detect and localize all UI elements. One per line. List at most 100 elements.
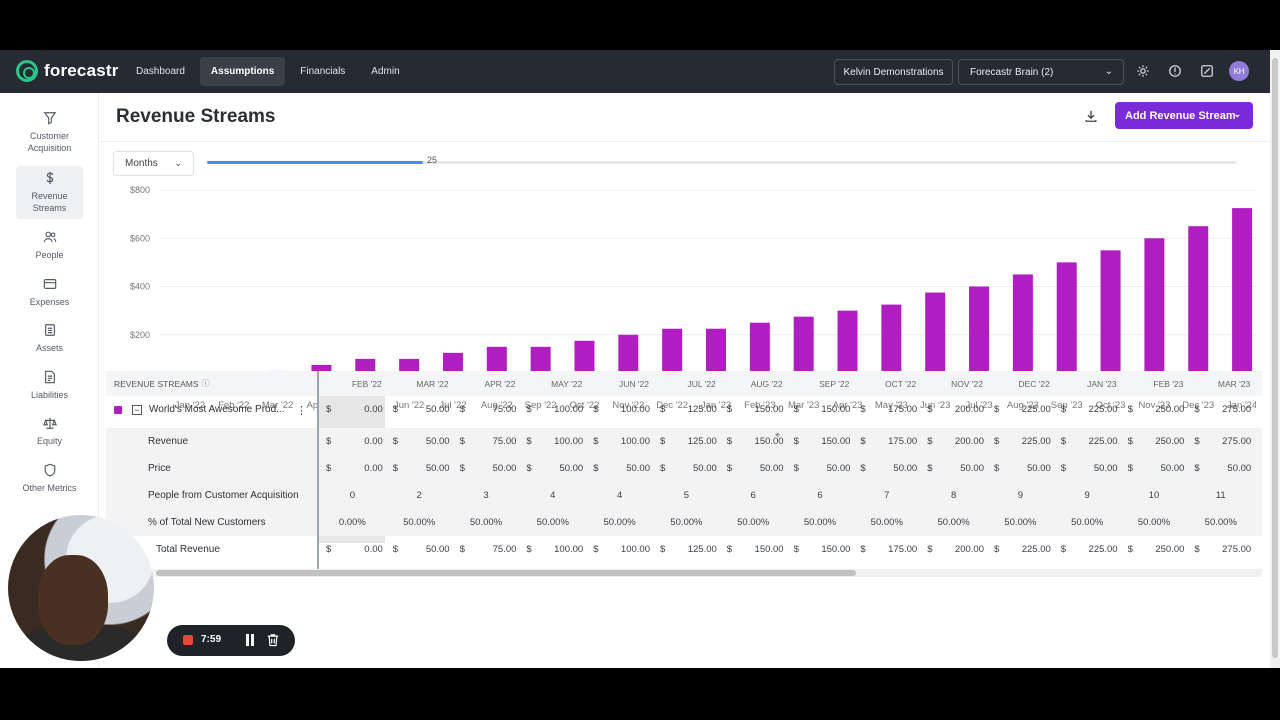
table-cell[interactable]: $50.00 <box>920 455 987 482</box>
table-cell[interactable]: $50.00 <box>853 455 920 482</box>
chart-bar[interactable] <box>706 328 726 383</box>
horizontal-scrollbar[interactable] <box>106 569 1262 577</box>
table-cell[interactable]: $175.00 <box>853 428 920 455</box>
chart-bar[interactable] <box>662 328 683 383</box>
table-cell[interactable]: $50.00 <box>1054 455 1121 482</box>
table-cell[interactable]: $275.00 <box>1187 396 1254 423</box>
table-cell[interactable]: 50.00% <box>586 509 653 536</box>
table-cell[interactable]: $250.00 <box>1121 536 1188 562</box>
table-cell[interactable]: $175.00 <box>853 396 920 423</box>
lightbulb-icon[interactable] <box>1168 64 1182 78</box>
table-cell[interactable]: 8 <box>920 482 987 509</box>
chart-bar[interactable] <box>837 310 858 383</box>
chart-bar[interactable] <box>1056 262 1077 383</box>
table-cell[interactable]: $225.00 <box>1054 536 1121 562</box>
table-cell[interactable]: 50.00% <box>720 509 787 536</box>
table-cell[interactable]: $225.00 <box>1054 396 1121 423</box>
table-cell[interactable]: 2 <box>386 482 453 509</box>
table-cell[interactable]: 50.00% <box>920 509 987 536</box>
chart-bar[interactable] <box>881 304 902 383</box>
table-cell[interactable]: $150.00 <box>720 428 787 455</box>
table-cell[interactable]: 50.00% <box>653 509 720 536</box>
table-cell[interactable]: $50.00 <box>453 455 520 482</box>
stop-recording-icon[interactable] <box>183 635 193 645</box>
table-cell[interactable]: 50.00% <box>853 509 920 536</box>
org-button[interactable]: Kelvin Demonstrations <box>834 59 953 85</box>
table-cell[interactable]: $50.00 <box>787 455 854 482</box>
nav-link-assumptions[interactable]: Assumptions <box>199 57 286 86</box>
table-cell[interactable]: $0.00 <box>319 428 386 455</box>
table-cell[interactable]: $100.00 <box>586 396 653 423</box>
chart-bar[interactable] <box>969 286 990 384</box>
table-cell[interactable]: $275.00 <box>1187 536 1254 562</box>
nav-link-dashboard[interactable]: Dashboard <box>136 66 185 77</box>
table-cell[interactable]: $50.00 <box>386 455 453 482</box>
sidebar-item-revenue-streams[interactable]: Revenue Streams <box>16 166 83 219</box>
avatar[interactable]: KH <box>1229 61 1249 81</box>
nav-link-financials[interactable]: Financials <box>300 66 346 77</box>
table-cell[interactable]: $275.00 <box>1187 428 1254 455</box>
sidebar-item-people[interactable]: People <box>16 230 83 266</box>
table-cell[interactable]: $75.00 <box>453 536 520 562</box>
chart-bar[interactable] <box>1188 226 1209 383</box>
forecast-brain-select[interactable]: Forecastr Brain (2) ⌄ <box>958 59 1124 85</box>
table-cell[interactable]: 3 <box>453 482 520 509</box>
vertical-scrollbar[interactable] <box>1270 50 1280 668</box>
chart-bar[interactable] <box>925 292 946 383</box>
sidebar-item-assets[interactable]: Assets <box>16 323 83 359</box>
table-cell[interactable]: $200.00 <box>920 428 987 455</box>
table-cell[interactable]: $50.00 <box>586 455 653 482</box>
table-cell[interactable]: $0.00 <box>319 455 386 482</box>
revenue-stream-row[interactable]: − World's Most Awesome Prod... ⋮ $0.00 $50.0… <box>106 396 1262 423</box>
table-cell[interactable]: 10 <box>1121 482 1188 509</box>
chart-bar[interactable] <box>1232 208 1253 383</box>
table-cell[interactable]: $125.00 <box>653 396 720 423</box>
table-cell[interactable]: 9 <box>1054 482 1121 509</box>
table-cell[interactable]: $250.00 <box>1121 396 1188 423</box>
table-row[interactable]: People from Customer Acquisition 0 2 3 4 4 5 6 6… <box>106 482 1262 509</box>
table-cell[interactable]: 50.00% <box>1121 509 1188 536</box>
pause-icon[interactable] <box>245 634 255 646</box>
table-cell[interactable]: $150.00 <box>720 396 787 423</box>
chart-bar[interactable] <box>749 322 770 383</box>
table-cell[interactable]: 50.00% <box>386 509 453 536</box>
collapse-icon[interactable]: − <box>132 404 142 415</box>
table-cell[interactable]: 9 <box>987 482 1054 509</box>
chart-bar[interactable] <box>1144 238 1165 383</box>
sidebar-item-expenses[interactable]: Expenses <box>16 277 83 313</box>
table-cell[interactable]: $200.00 <box>920 536 987 562</box>
logo[interactable]: forecastr <box>16 60 119 82</box>
table-cell[interactable]: 50.00% <box>987 509 1054 536</box>
table-row[interactable]: Total Revenue $0.00 $50.00 $75.00 $100.00 $10… <box>106 536 1262 562</box>
chart-bar[interactable] <box>793 316 814 383</box>
table-row[interactable]: Revenue $0.00 $50.00 $75.00 $100.00 $100.00 $1… <box>106 428 1262 455</box>
table-cell[interactable]: 7 <box>853 482 920 509</box>
horizontal-scrollbar-thumb[interactable] <box>156 570 856 576</box>
table-cell[interactable]: $225.00 <box>987 428 1054 455</box>
download-icon[interactable] <box>1084 109 1098 123</box>
table-cell[interactable]: 11 <box>1187 482 1254 509</box>
nav-link-admin[interactable]: Admin <box>371 66 400 77</box>
table-cell[interactable]: $50.00 <box>653 455 720 482</box>
table-cell[interactable]: 50.00% <box>453 509 520 536</box>
chart-bar[interactable] <box>1100 250 1121 383</box>
table-cell[interactable]: $225.00 <box>1054 428 1121 455</box>
sidebar-item-equity[interactable]: Equity <box>16 416 83 452</box>
table-row[interactable]: Price $0.00 $50.00 $50.00 $50.00 $50.00 $50.00… <box>106 455 1262 482</box>
table-cell[interactable]: 50.00% <box>787 509 854 536</box>
table-cell[interactable]: 6 <box>787 482 854 509</box>
add-revenue-stream-button[interactable]: Add Revenue Stream ⌄ <box>1115 102 1253 129</box>
sidebar-item-customer-acquisition[interactable]: Customer Acquisition <box>16 111 83 159</box>
more-options-icon[interactable]: ⋮ <box>296 405 307 417</box>
table-cell[interactable]: 4 <box>586 482 653 509</box>
table-cell[interactable]: 50.00% <box>1187 509 1254 536</box>
table-cell[interactable]: $50.00 <box>386 428 453 455</box>
table-cell[interactable]: $50.00 <box>720 455 787 482</box>
period-range-slider[interactable]: 25 <box>207 155 1237 165</box>
table-cell[interactable]: $50.00 <box>1187 455 1254 482</box>
table-cell[interactable]: $50.00 <box>386 396 453 423</box>
chart-bar[interactable] <box>1012 274 1033 383</box>
table-cell[interactable]: $125.00 <box>653 536 720 562</box>
slider-value[interactable]: 25 <box>427 155 438 165</box>
period-select[interactable]: Months ⌄ <box>113 151 194 176</box>
